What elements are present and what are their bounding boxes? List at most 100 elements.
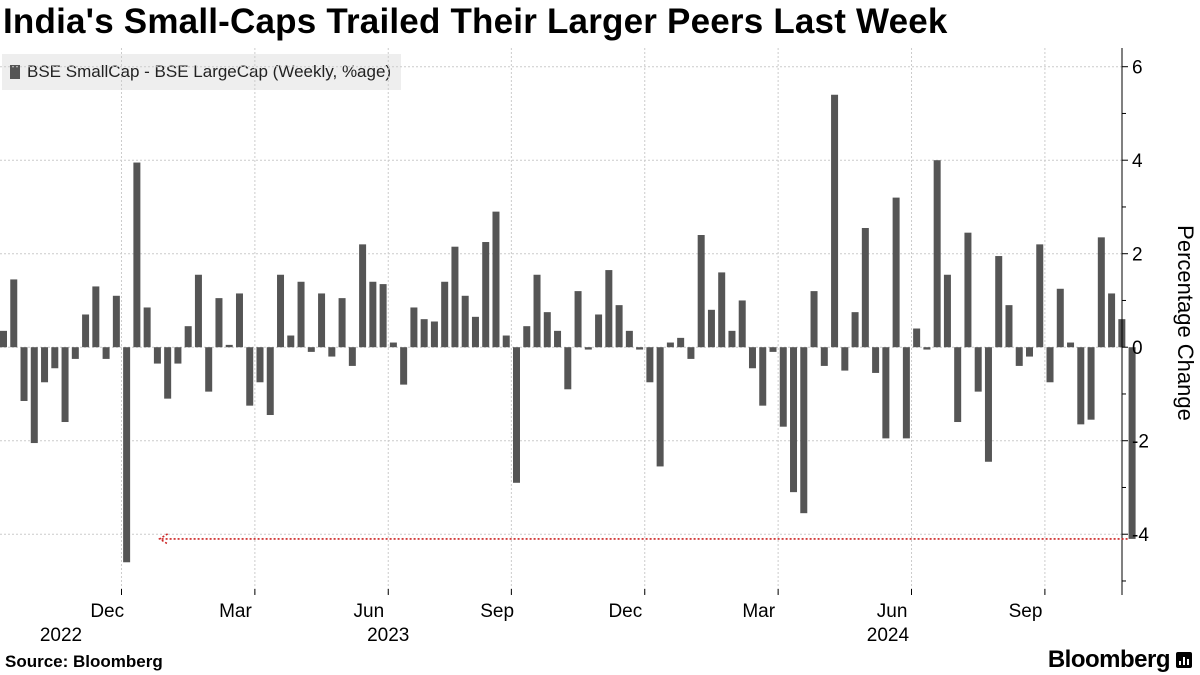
bar — [790, 347, 798, 493]
bar — [779, 347, 787, 427]
bar — [410, 307, 418, 348]
bar — [584, 347, 592, 350]
bar — [533, 274, 541, 348]
bar — [995, 256, 1003, 348]
x-tick-label: Jun — [354, 601, 385, 622]
y-tick-label: 6 — [1132, 58, 1143, 79]
bar — [974, 347, 982, 392]
bar — [574, 291, 582, 348]
bar — [348, 347, 356, 366]
bar — [564, 347, 572, 390]
bar — [769, 347, 777, 352]
bar — [430, 321, 438, 348]
bar — [1108, 293, 1116, 348]
bar — [82, 314, 90, 348]
bar — [328, 347, 336, 357]
x-tick-label: Mar — [219, 601, 252, 622]
brand-name: Bloomberg — [1047, 646, 1171, 673]
y-tick-label: -4 — [1132, 525, 1149, 546]
bar — [71, 347, 79, 359]
bar — [1005, 305, 1013, 348]
bar — [441, 281, 449, 348]
bar — [513, 347, 520, 483]
x-tick-label: Dec — [90, 601, 124, 622]
bar — [1056, 288, 1064, 348]
bloomberg-terminal-icon — [1176, 652, 1192, 668]
bar — [882, 347, 890, 439]
bar — [51, 347, 59, 369]
x-tick-label: Sep — [1009, 601, 1043, 622]
bar — [338, 298, 346, 348]
bar — [318, 293, 326, 348]
bar — [0, 330, 7, 348]
y-tick-label: 0 — [1132, 338, 1143, 359]
bar — [205, 347, 213, 392]
bar — [984, 347, 992, 462]
bar — [902, 347, 910, 439]
bar — [1087, 347, 1095, 420]
bloomberg-logo: Bloomberg — [1048, 646, 1192, 674]
bar — [112, 295, 120, 348]
bar — [10, 279, 18, 348]
bar — [748, 347, 756, 369]
y-tick-label: 2 — [1132, 245, 1143, 266]
y-tick-label: 4 — [1132, 151, 1143, 172]
bar — [451, 246, 459, 348]
x-tick-label: Dec — [608, 601, 642, 622]
bar — [800, 347, 808, 514]
bar — [471, 316, 479, 348]
bar — [225, 344, 233, 348]
bar — [215, 298, 223, 348]
bar — [389, 342, 397, 348]
bar — [482, 242, 490, 348]
bar — [174, 347, 182, 364]
bar — [1077, 347, 1085, 425]
bar — [738, 300, 746, 348]
bar — [841, 347, 849, 371]
bar — [820, 347, 828, 366]
source-note: Source: Bloomberg — [5, 652, 163, 671]
bar — [666, 342, 674, 348]
bar — [810, 291, 818, 348]
bar — [287, 335, 295, 348]
y-tick-label: -2 — [1132, 432, 1149, 453]
x-tick-label: Mar — [742, 601, 775, 622]
bar — [707, 309, 715, 348]
bar — [461, 295, 469, 348]
bar — [1067, 342, 1075, 348]
legend-swatch — [10, 65, 20, 79]
bar — [41, 347, 49, 383]
bar — [913, 328, 921, 348]
bar — [256, 347, 264, 383]
annotation-arrow-head — [158, 533, 169, 545]
bar — [697, 235, 705, 348]
bar — [759, 347, 767, 406]
bar — [543, 312, 551, 348]
bar — [1046, 347, 1054, 383]
bar — [369, 281, 377, 348]
bar — [277, 274, 285, 348]
bar — [656, 347, 664, 467]
bar — [964, 232, 972, 348]
bar — [30, 347, 38, 444]
bar — [502, 335, 510, 348]
bar — [492, 211, 500, 348]
bar — [625, 330, 633, 348]
bar — [359, 244, 367, 348]
bar — [605, 270, 613, 348]
year-label: 2022 — [40, 625, 82, 646]
bar — [954, 347, 962, 423]
y-axis-title: Percentage Change — [1173, 225, 1198, 421]
bar — [1097, 237, 1105, 348]
chart-title: India's Small-Caps Trailed Their Larger … — [3, 2, 948, 41]
bar — [646, 347, 654, 383]
bar — [61, 347, 69, 423]
bar — [235, 293, 243, 348]
bar — [266, 347, 274, 416]
x-tick-label: Jun — [877, 601, 908, 622]
bar — [523, 326, 531, 348]
legend: BSE SmallCap - BSE LargeCap (Weekly, %ag… — [2, 54, 402, 90]
bar — [143, 307, 151, 348]
bar — [923, 347, 931, 350]
